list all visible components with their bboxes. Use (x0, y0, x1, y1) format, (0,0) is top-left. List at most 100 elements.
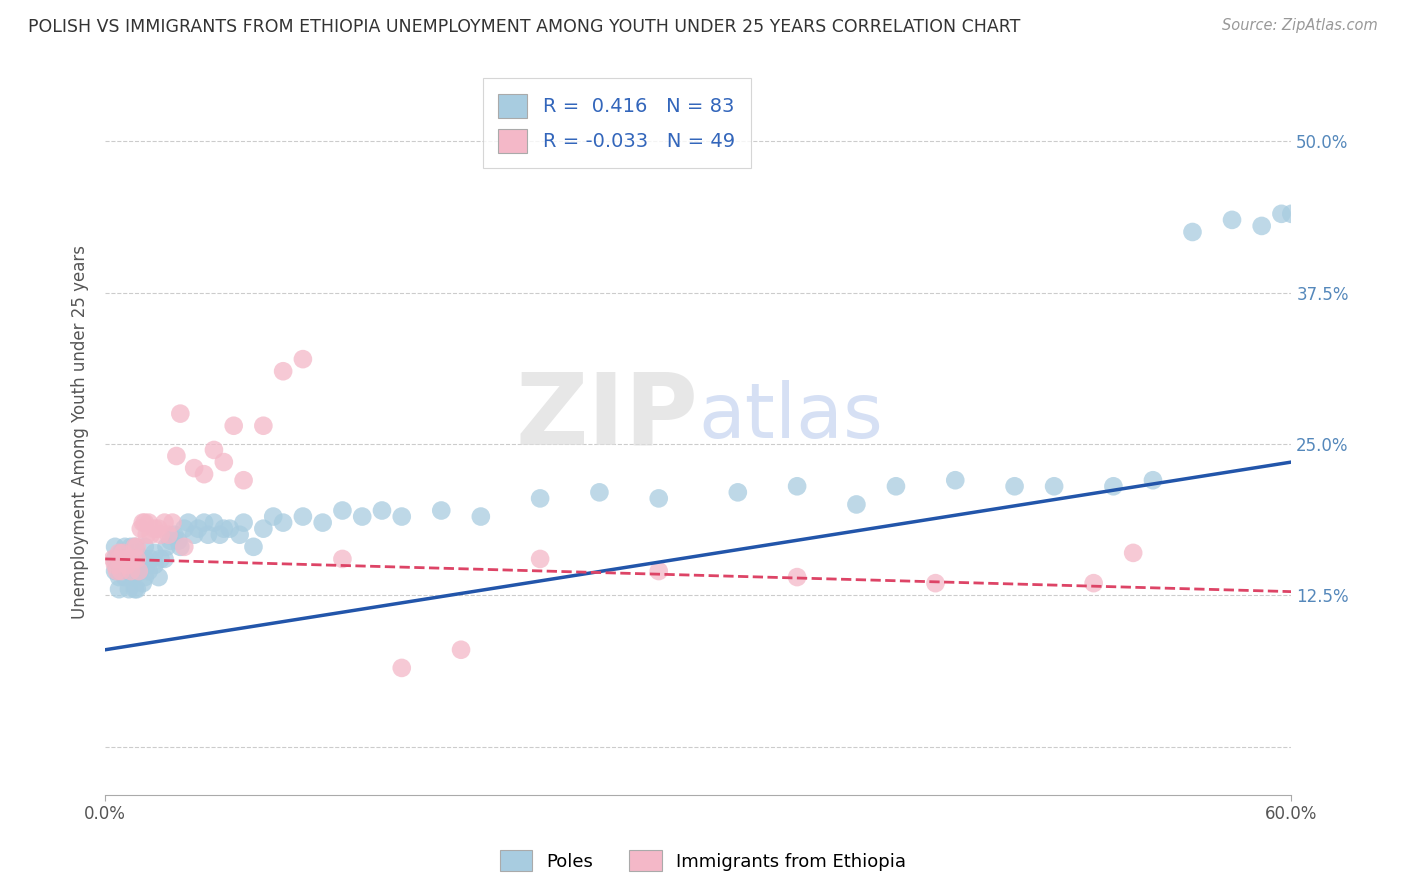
Point (104, 540, 127, 554)
Point (159, 533, 181, 548)
Text: ZIP: ZIP (516, 368, 699, 466)
Point (371, 503, 394, 517)
Point (114, 570, 136, 584)
Point (173, 540, 195, 554)
Point (218, 522, 240, 536)
Point (108, 552, 131, 566)
Point (110, 546, 132, 560)
Point (135, 527, 157, 541)
Point (232, 516, 254, 530)
Point (134, 552, 156, 566)
Point (252, 522, 274, 536)
Point (588, 485, 610, 500)
Point (110, 558, 132, 572)
Point (138, 564, 160, 578)
Point (104, 564, 127, 578)
Point (132, 516, 155, 530)
Point (924, 576, 946, 591)
Point (884, 479, 907, 493)
Point (252, 418, 274, 433)
Point (177, 516, 200, 530)
Point (143, 558, 166, 572)
Point (124, 540, 146, 554)
Point (143, 546, 166, 560)
Point (111, 546, 134, 560)
Point (129, 522, 152, 536)
Point (1142, 473, 1164, 487)
Point (148, 522, 170, 536)
Point (391, 509, 413, 524)
Point (124, 582, 146, 597)
Point (125, 546, 148, 560)
Point (786, 479, 808, 493)
Point (183, 461, 205, 475)
Point (193, 516, 215, 530)
Point (120, 552, 142, 566)
Point (232, 473, 254, 487)
Point (149, 527, 172, 541)
Point (242, 540, 264, 554)
Point (1279, 207, 1302, 221)
Point (135, 558, 157, 572)
Point (727, 485, 749, 500)
Point (110, 564, 132, 578)
Point (943, 473, 966, 487)
Point (108, 546, 131, 560)
Point (129, 552, 152, 566)
Point (529, 552, 551, 566)
Point (1083, 576, 1105, 591)
Point (202, 516, 225, 530)
Point (125, 552, 148, 566)
Point (139, 552, 162, 566)
Point (122, 552, 145, 566)
Point (165, 449, 187, 463)
Point (162, 516, 184, 530)
Point (1181, 225, 1204, 239)
Point (311, 516, 333, 530)
Point (648, 491, 671, 506)
Point (125, 564, 148, 578)
Point (163, 527, 186, 541)
Point (1250, 219, 1272, 233)
Point (1220, 213, 1243, 227)
Point (197, 527, 219, 541)
Text: POLISH VS IMMIGRANTS FROM ETHIOPIA UNEMPLOYMENT AMONG YOUTH UNDER 25 YEARS CORRE: POLISH VS IMMIGRANTS FROM ETHIOPIA UNEMP… (28, 18, 1021, 36)
Point (169, 540, 191, 554)
Point (352, 509, 374, 524)
Point (155, 540, 177, 554)
Point (143, 522, 166, 536)
Point (134, 540, 156, 554)
Point (108, 570, 131, 584)
Point (148, 570, 170, 584)
Point (1004, 479, 1026, 493)
Point (291, 352, 314, 367)
Point (105, 564, 128, 578)
Point (134, 570, 156, 584)
Point (101, 552, 124, 566)
Legend: Poles, Immigrants from Ethiopia: Poles, Immigrants from Ethiopia (492, 843, 914, 879)
Point (1102, 479, 1125, 493)
Point (108, 582, 131, 597)
Point (332, 552, 354, 566)
Point (134, 516, 156, 530)
Point (470, 509, 492, 524)
Y-axis label: Unemployment Among Youth under 25 years: Unemployment Among Youth under 25 years (72, 244, 89, 619)
Point (332, 503, 354, 517)
Point (114, 540, 136, 554)
Text: atlas: atlas (699, 380, 883, 454)
Point (124, 552, 146, 566)
Text: Source: ZipAtlas.com: Source: ZipAtlas.com (1222, 18, 1378, 33)
Point (1122, 546, 1144, 560)
Point (128, 564, 150, 578)
Point (430, 503, 453, 517)
Point (118, 582, 141, 597)
Point (193, 467, 215, 482)
Point (122, 570, 145, 584)
Point (114, 552, 136, 566)
Point (183, 527, 205, 541)
Point (271, 364, 294, 378)
Point (124, 540, 146, 554)
Point (187, 522, 209, 536)
Point (208, 527, 231, 541)
Point (1270, 207, 1292, 221)
